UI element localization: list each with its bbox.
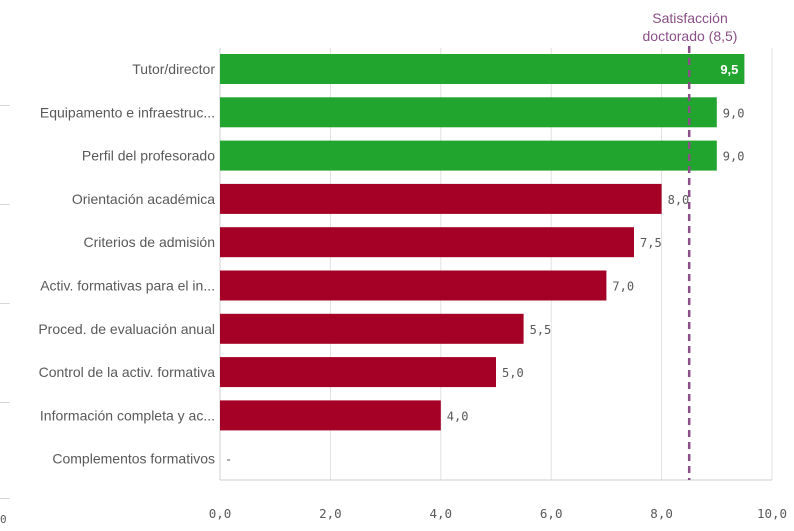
bar: [220, 140, 717, 171]
bar: [220, 183, 662, 214]
partial-tick-label: 0: [0, 513, 7, 526]
panel-divider: [0, 498, 10, 499]
reference-line-label: Satisfacción: [652, 10, 727, 26]
value-label: 7,0: [612, 280, 634, 294]
reference-line-group: Satisfacción doctorado (8,5): [643, 10, 738, 480]
x-tick-label: 10,0: [757, 506, 787, 521]
bar: [220, 97, 717, 128]
category-label: Proced. de evaluación anual: [38, 321, 215, 337]
category-label: Orientación académica: [72, 191, 215, 207]
bar: [220, 227, 634, 258]
value-label: 8,0: [668, 193, 690, 207]
left-panel-edge: [0, 0, 10, 531]
category-label: Información completa y ac...: [40, 407, 215, 423]
category-label: Equipamento e infraestruc...: [40, 104, 215, 120]
value-label: 9,0: [723, 106, 745, 120]
value-label: 4,0: [447, 409, 469, 423]
bar: [220, 400, 441, 431]
panel-divider: [0, 402, 10, 403]
bar: [220, 54, 745, 84]
category-label: Tutor/director: [132, 61, 215, 77]
value-label: 5,0: [502, 366, 524, 380]
bar: [220, 357, 496, 388]
panel-divider: [0, 105, 10, 106]
panel-divider: [0, 204, 10, 205]
category-label: Criterios de admisión: [84, 234, 216, 250]
category-label: Complementos formativos: [52, 451, 215, 467]
value-label: 7,5: [640, 236, 662, 250]
category-label: Perfil del profesorado: [82, 148, 215, 164]
bars: [220, 54, 745, 431]
bar: [220, 313, 524, 344]
x-tick-label: 0,0: [209, 506, 232, 521]
reference-line-label: doctorado (8,5): [643, 28, 738, 44]
x-tick-label: 2,0: [319, 506, 342, 521]
panel-divider: [0, 303, 10, 304]
value-label: 9,5: [720, 62, 738, 77]
x-tick-label: 8,0: [650, 506, 673, 521]
x-axis: 0,0 2,0 4,0 6,0 8,0 10,0: [209, 506, 787, 521]
value-label: -: [225, 453, 232, 467]
x-tick-label: 4,0: [430, 506, 453, 521]
value-label: 5,5: [530, 323, 552, 337]
bar: [220, 270, 607, 301]
category-labels: Tutor/director 9,5 Equipamento e infraestr…: [38, 61, 744, 467]
category-label: Control de la activ. formativa: [39, 364, 216, 380]
value-label: 9,0: [723, 150, 745, 164]
x-tick-label: 6,0: [540, 506, 563, 521]
category-label: Activ. formativas para el in...: [40, 278, 215, 294]
